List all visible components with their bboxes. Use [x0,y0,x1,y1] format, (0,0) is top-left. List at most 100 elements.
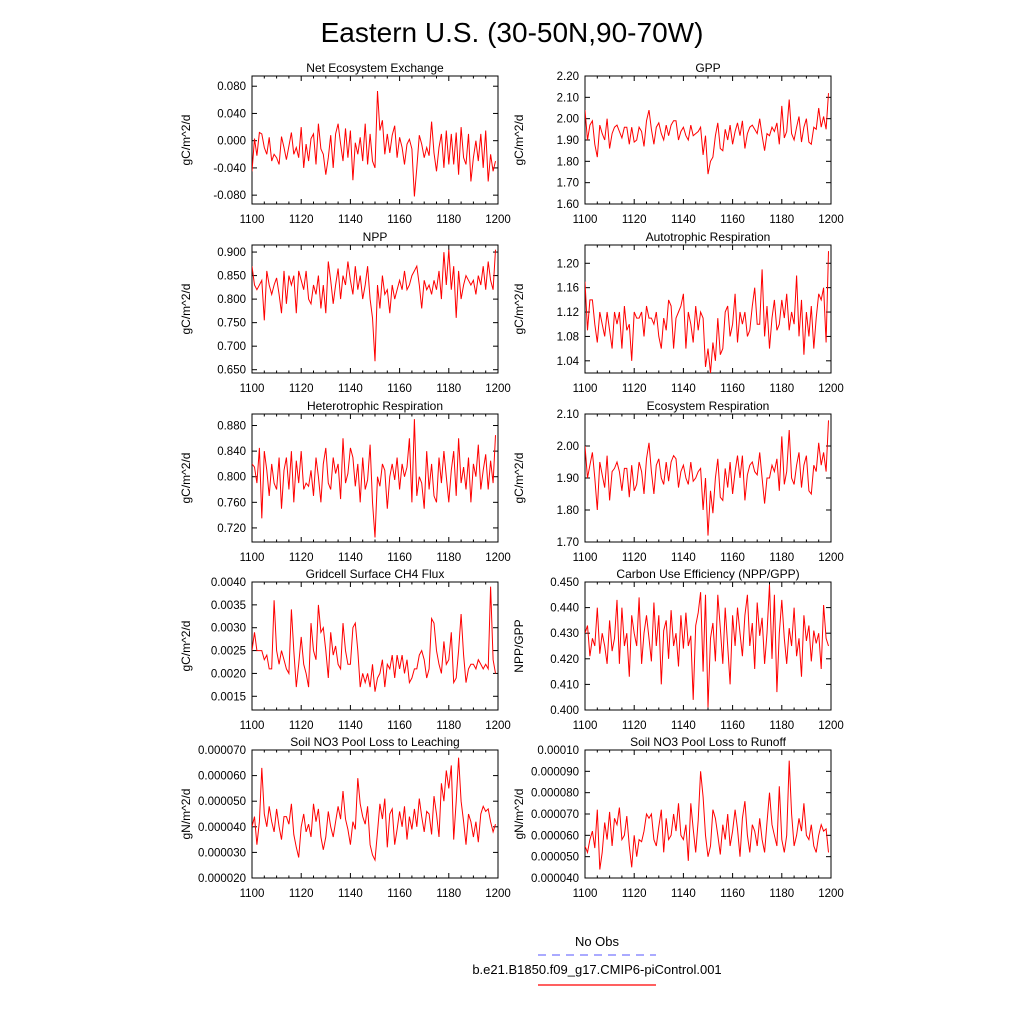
x-tick-label: 1200 [818,552,844,564]
y-tick-label: 0.080 [217,81,246,93]
y-tick-label: 0.000050 [198,796,246,808]
y-tick-label: 0.00010 [537,745,579,757]
x-tick-label: 1140 [338,720,363,732]
y-tick-label: 0.0025 [211,646,246,658]
panel-2: NPP 1100 1120 1140 1160 1180 1200 0.650 0.700 0.7… [179,230,511,395]
panel-title: Soil NO3 Pool Loss to Runoff [630,735,787,749]
x-tick-label: 1200 [818,214,844,226]
y-tick-label: 0.900 [217,247,246,259]
y-tick-label: 0.650 [217,365,246,377]
y-tick-label: 1.04 [557,356,580,368]
y-tick-label: 1.08 [557,331,579,343]
y-tick-label: -0.040 [213,163,246,175]
x-tick-label: 1200 [485,552,511,564]
x-tick-label: 1160 [387,383,412,395]
y-axis-label: gC/m^2/d [512,453,526,504]
x-tick-label: 1200 [485,214,511,226]
y-tick-label: 0.0015 [211,691,246,703]
series-line [585,584,829,708]
x-tick-label: 1100 [240,552,265,564]
y-tick-label: 0.0030 [211,623,246,635]
x-tick-label: 1160 [387,720,412,732]
panel-4: Heterotrophic Respiration 1100 1120 1140 116… [179,399,511,564]
figure-title: Eastern U.S. (30-50N,90-70W) [321,17,704,48]
panel-title: Net Ecosystem Exchange [306,61,444,75]
y-tick-label: 1.80 [557,156,579,168]
x-tick-label: 1100 [240,888,265,900]
plot-frame [584,749,832,879]
x-tick-label: 1120 [622,552,647,564]
panel-title: GPP [695,61,720,75]
panel-8: Soil NO3 Pool Loss to Leaching 1100 1120 11… [179,735,511,900]
y-tick-label: 2.20 [557,71,579,83]
y-axis-label: NPP/GPP [512,619,526,672]
y-tick-label: 1.60 [557,199,579,211]
y-tick-label: 1.70 [557,178,579,190]
panel-title: Gridcell Surface CH4 Flux [306,567,445,581]
x-tick-label: 1120 [289,720,314,732]
plot-frame [584,244,832,374]
x-tick-label: 1140 [671,214,696,226]
x-tick-label: 1120 [289,214,314,226]
x-tick-label: 1180 [436,552,461,564]
panel-title: Carbon Use Efficiency (NPP/GPP) [616,567,799,581]
series-line [252,757,496,862]
y-tick-label: 2.00 [557,114,579,126]
series-line [252,249,496,362]
panels: Net Ecosystem Exchange 1100 1120 1140 1160 11… [179,61,844,900]
panel-title: Heterotrophic Respiration [307,399,443,413]
legend-model-label: b.e21.B1850.f09_g17.CMIP6-piControl.001 [472,962,721,977]
y-tick-label: 0.720 [217,523,246,535]
y-tick-label: 0.000070 [531,809,579,821]
x-tick-label: 1180 [436,383,461,395]
y-axis-label: gN/m^2/d [512,789,526,840]
y-axis-label: gN/m^2/d [179,789,193,840]
panel-title: Autotrophic Respiration [646,230,771,244]
legend-obs-label: No Obs [575,934,620,949]
panel-title: Ecosystem Respiration [647,399,770,413]
y-tick-label: 0.040 [217,108,246,120]
y-tick-label: 1.20 [557,258,579,270]
y-tick-label: 0.0040 [211,577,246,589]
x-tick-label: 1100 [573,383,598,395]
y-tick-label: 0.400 [550,705,579,717]
y-tick-label: 0.000 [217,136,246,148]
x-tick-label: 1180 [769,552,794,564]
x-tick-label: 1120 [622,720,647,732]
x-tick-label: 1100 [240,214,265,226]
x-tick-label: 1180 [769,383,794,395]
x-tick-label: 1160 [720,214,745,226]
x-tick-label: 1120 [289,552,314,564]
y-axis-label: gC/m^2/d [512,115,526,166]
y-tick-label: 1.90 [557,473,579,485]
y-axis-label: gC/m^2/d [179,115,193,166]
y-tick-label: 0.000070 [198,745,246,757]
y-tick-label: 0.800 [217,294,246,306]
y-tick-label: 0.000080 [531,788,579,800]
y-tick-label: -0.080 [213,190,246,202]
y-axis-label: gC/m^2/d [512,284,526,335]
x-tick-label: 1140 [671,720,696,732]
y-tick-label: 1.16 [557,283,579,295]
panel-5: Ecosystem Respiration 1100 1120 1140 1160 118… [512,399,844,564]
y-tick-label: 0.0020 [211,668,246,680]
y-tick-label: 0.000030 [198,847,246,859]
x-tick-label: 1200 [818,720,844,732]
y-tick-label: 1.90 [557,135,579,147]
panel-title: NPP [363,230,388,244]
x-tick-label: 1180 [769,888,794,900]
y-tick-label: 0.420 [550,654,579,666]
y-axis-label: gC/m^2/d [179,621,193,672]
x-tick-label: 1100 [240,720,265,732]
y-tick-label: 0.440 [550,603,579,615]
legend: No Obs b.e21.B1850.f09_g17.CMIP6-piContr… [472,934,722,986]
x-tick-label: 1200 [485,383,511,395]
x-tick-label: 1140 [338,383,363,395]
panel-7: Carbon Use Efficiency (NPP/GPP) 1100 1120 1… [512,567,844,732]
x-tick-label: 1180 [769,214,794,226]
panel-0: Net Ecosystem Exchange 1100 1120 1140 1160 11… [179,61,511,226]
x-tick-label: 1180 [436,888,461,900]
plot-frame [251,75,499,205]
y-tick-label: 1.70 [557,537,579,549]
